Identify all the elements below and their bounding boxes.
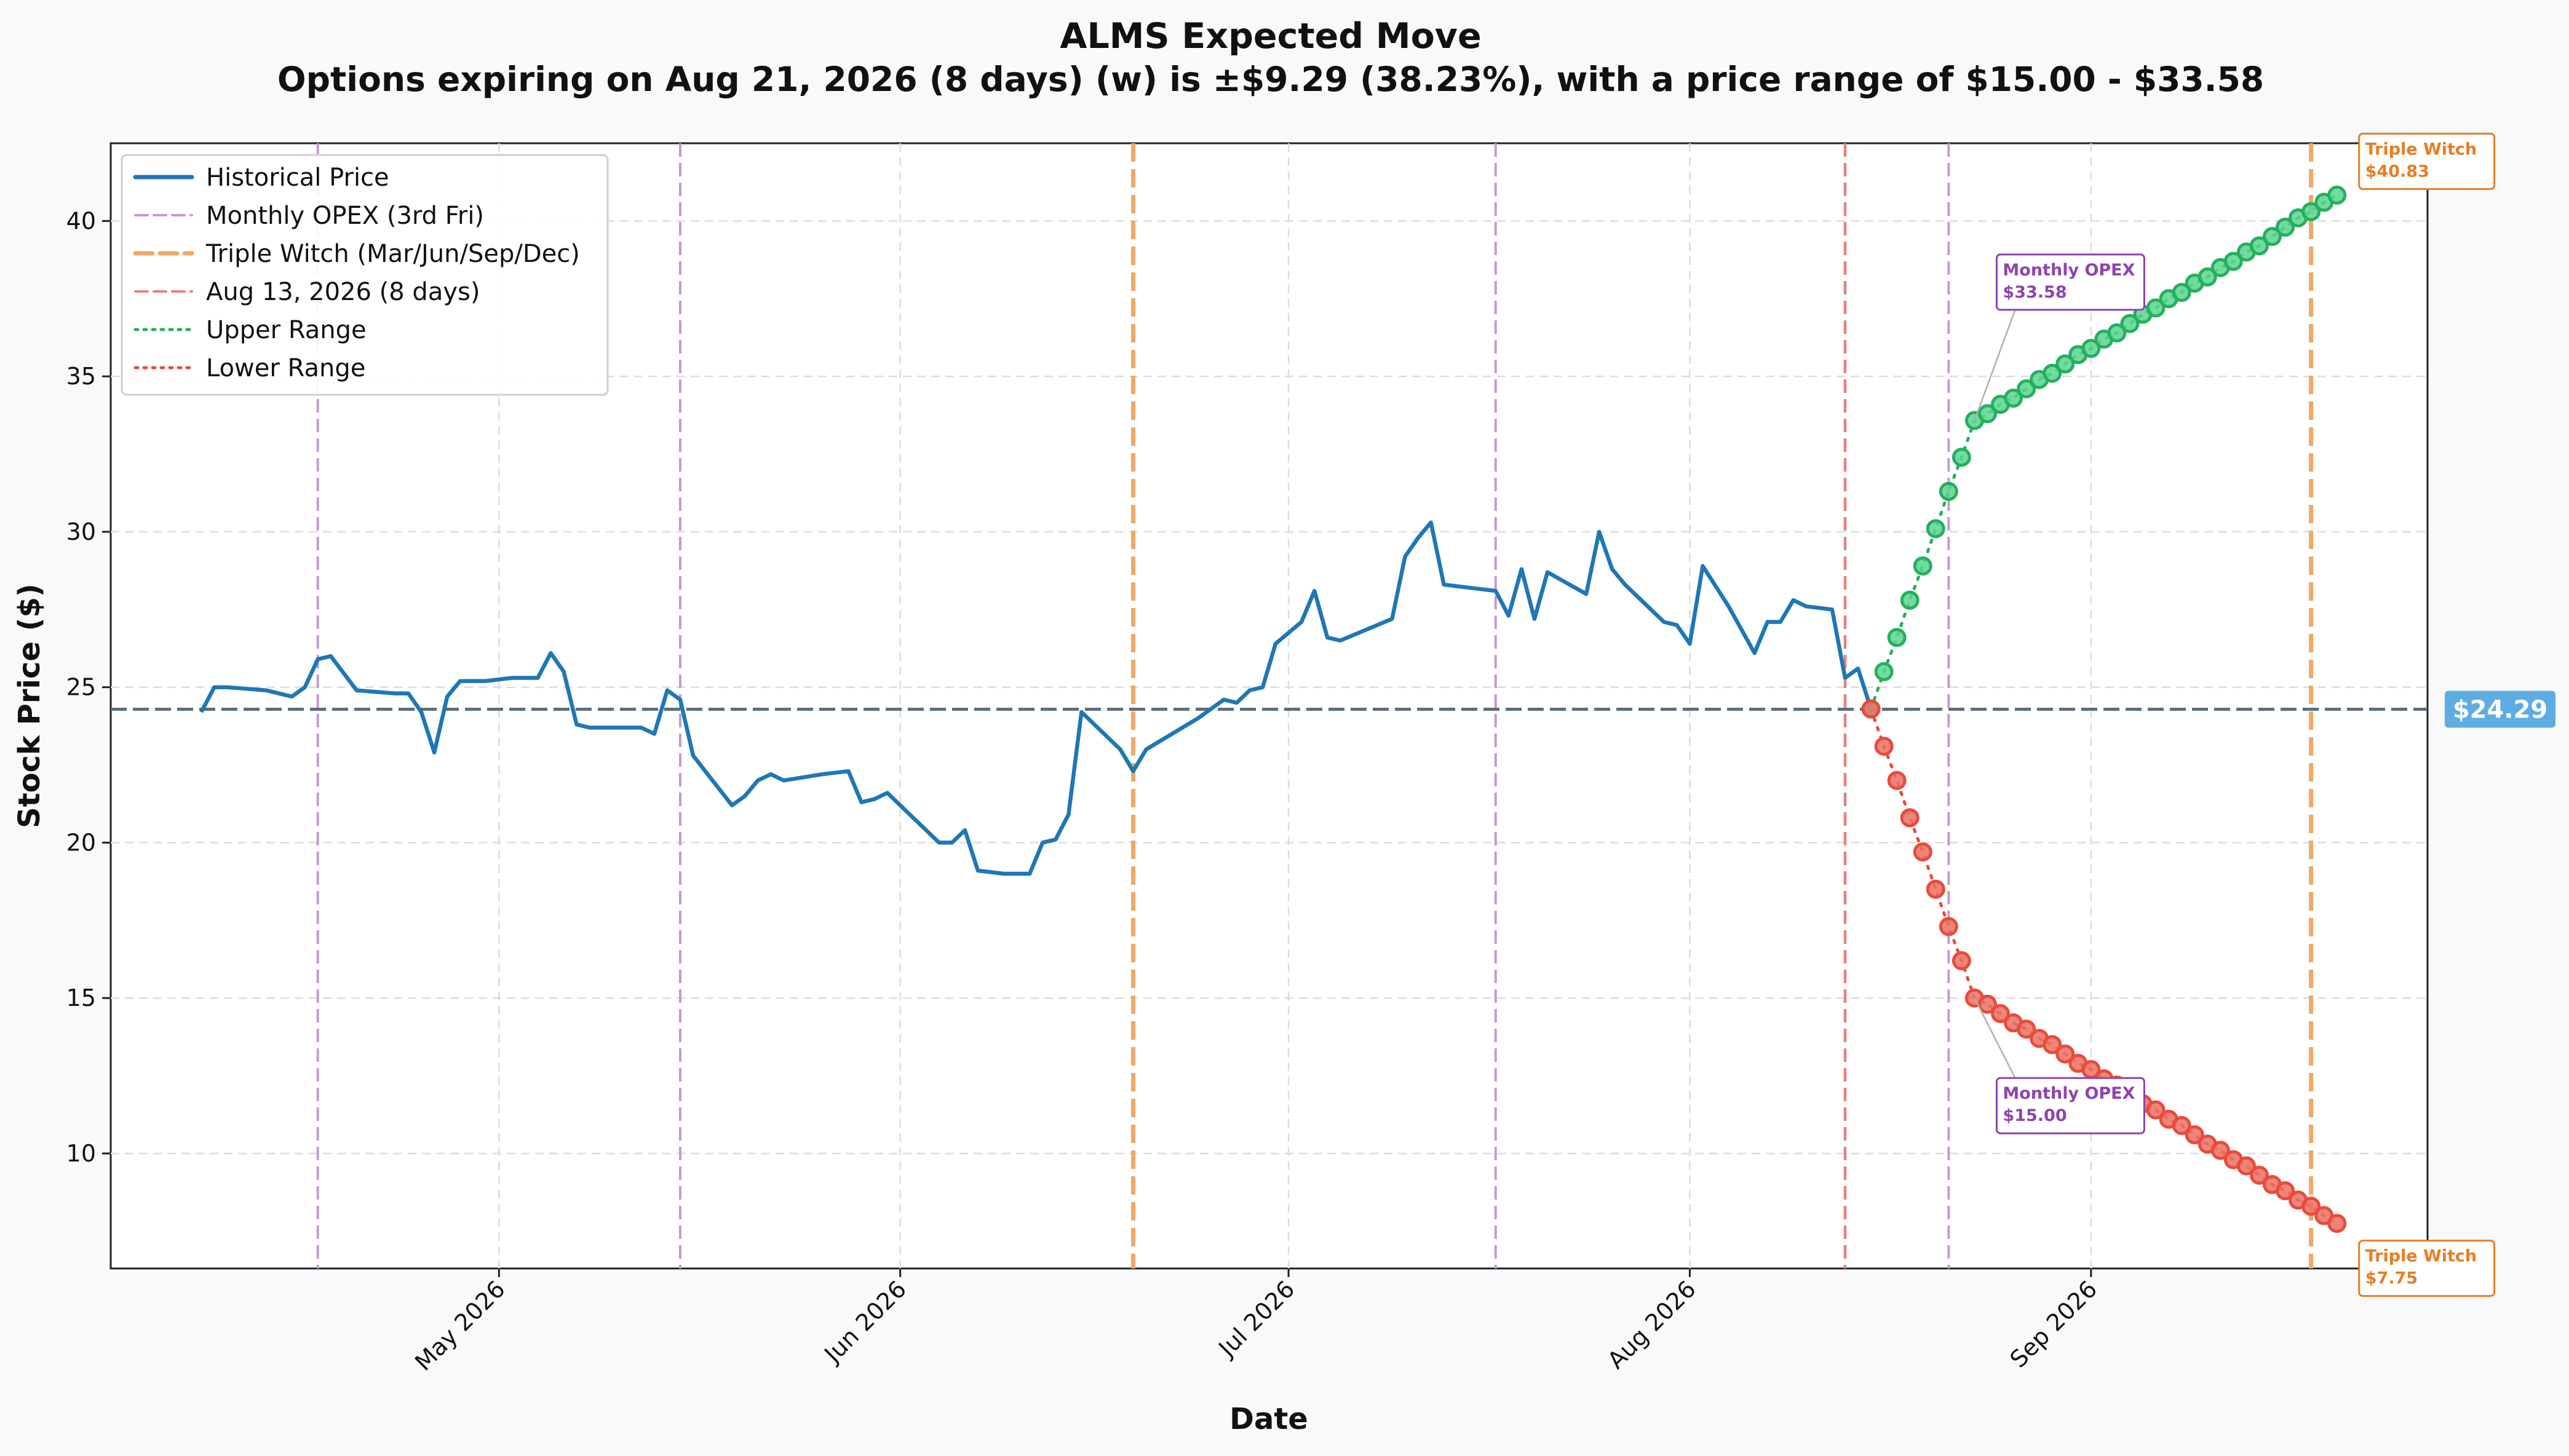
upper-range-point xyxy=(1913,556,1932,576)
annotation-box xyxy=(2358,1240,2496,1297)
lower-range-point xyxy=(1887,770,1907,790)
annotation-box xyxy=(1995,1077,2145,1134)
upper-range-point xyxy=(1900,590,1920,610)
lower-range-point xyxy=(1913,842,1932,862)
current-price-line: $24.29 xyxy=(111,690,2555,728)
upper-range-point xyxy=(1874,662,1894,681)
annotation-title: Monthly OPEX xyxy=(2003,261,2135,280)
upper-range-point xyxy=(2249,236,2269,256)
lower-range-point xyxy=(2185,1125,2204,1145)
upper-range-point xyxy=(2146,298,2166,318)
upper-range-point xyxy=(2262,227,2282,247)
annotation-box xyxy=(2358,132,2496,190)
y-tick-label: 35 xyxy=(66,363,96,390)
y-tick-label: 30 xyxy=(66,518,96,545)
annotation-value: $33.58 xyxy=(2003,283,2067,302)
y-tick-label: 10 xyxy=(66,1140,96,1167)
y-tick-label: 40 xyxy=(66,207,96,234)
x-tick-label: Jun 2026 xyxy=(819,1275,911,1368)
upper-range-point xyxy=(2081,339,2101,358)
legend-label: Monthly OPEX (3rd Fri) xyxy=(206,202,484,230)
lower-range-point xyxy=(1900,808,1920,828)
annotation-value: $7.75 xyxy=(2365,1269,2418,1288)
upper-range-point xyxy=(1977,404,1997,424)
upper-range-point xyxy=(2276,217,2295,237)
y-axis-label: Stock Price ($) xyxy=(12,584,47,828)
lower-range-point xyxy=(2017,1019,2036,1039)
x-tick-label: Jul 2026 xyxy=(1213,1275,1300,1363)
lower-range-point xyxy=(2236,1156,2256,1176)
y-tick-label: 25 xyxy=(66,674,96,701)
upper-range-point xyxy=(2017,379,2036,398)
upper-range-point xyxy=(2055,354,2075,374)
lower-range-point xyxy=(1991,1003,2011,1023)
upper-range-point xyxy=(1926,519,1945,539)
current-price-badge-text: $24.29 xyxy=(2453,696,2547,724)
upper-range-point xyxy=(1952,448,1971,467)
annotation-leader xyxy=(1974,997,2016,1078)
lower-range-point xyxy=(1926,879,1945,899)
lower-range-point xyxy=(2172,1115,2191,1135)
x-axis-label: Date xyxy=(1229,1402,1308,1436)
annotation-title: Triple Witch xyxy=(2365,1247,2477,1266)
chart-title: ALMS Expected Move xyxy=(1060,16,1481,57)
upper-range-point xyxy=(1939,481,1958,501)
upper-range-point xyxy=(2043,363,2062,383)
chart-subtitle: Options expiring on Aug 21, 2026 (8 days… xyxy=(277,60,2264,99)
lower-range-point xyxy=(2301,1197,2321,1216)
annotation-box xyxy=(1995,253,2145,311)
upper-range-point xyxy=(2223,251,2243,271)
legend-label: Triple Witch (Mar/Jun/Sep/Dec) xyxy=(205,240,580,268)
upper-range-point xyxy=(2172,283,2191,303)
legend-label: Upper Range xyxy=(206,316,367,344)
lower-range-point xyxy=(1939,917,1958,936)
lower-range-point xyxy=(2249,1165,2269,1185)
legend-label: Historical Price xyxy=(206,164,389,192)
x-tick-label: Aug 2026 xyxy=(1602,1275,1701,1374)
annotations: Monthly OPEX $33.58 Monthly OPEX $15.00 Trip… xyxy=(1974,132,2496,1297)
annotation-leader xyxy=(1974,309,2016,421)
upper-range-point xyxy=(2301,202,2321,221)
lower-range-point xyxy=(2327,1214,2347,1233)
legend: Historical Price Monthly OPEX (3rd Fri) Tr… xyxy=(121,154,609,396)
lower-range-point xyxy=(1977,994,1997,1014)
legend-label: Aug 13, 2026 (8 days) xyxy=(206,278,480,306)
upper-range-point xyxy=(2327,185,2347,205)
upper-range-point xyxy=(1887,628,1907,647)
lower-range-point xyxy=(2055,1044,2075,1064)
x-tick-label: Sep 2026 xyxy=(2005,1275,2103,1373)
annotation-value: $40.83 xyxy=(2365,162,2429,181)
upper-range-point xyxy=(2198,267,2217,287)
lower-range-point xyxy=(2276,1181,2295,1201)
upper-range-point xyxy=(2107,323,2127,342)
lower-range-point xyxy=(1874,737,1894,756)
historical-price-line xyxy=(199,520,1873,876)
current-price-badge xyxy=(2445,690,2555,728)
lower-range-point xyxy=(1952,951,1971,971)
x-tick-label: May 2026 xyxy=(410,1275,510,1376)
annotation-value: $15.00 xyxy=(2003,1106,2067,1125)
upper-range-point xyxy=(2004,389,2023,408)
legend-box xyxy=(121,154,609,396)
annotation-title: Monthly OPEX xyxy=(2003,1084,2135,1103)
lower-range-point xyxy=(1861,699,1881,719)
lower-range-point xyxy=(2043,1035,2062,1054)
annotation-title: Triple Witch xyxy=(2365,140,2477,159)
y-tick-label: 20 xyxy=(66,829,96,856)
upper-range-point xyxy=(2120,314,2140,333)
legend-label: Lower Range xyxy=(206,354,365,382)
lower-range-point xyxy=(2210,1141,2230,1160)
y-tick-label: 15 xyxy=(66,984,96,1011)
lower-range-point xyxy=(2146,1100,2166,1120)
